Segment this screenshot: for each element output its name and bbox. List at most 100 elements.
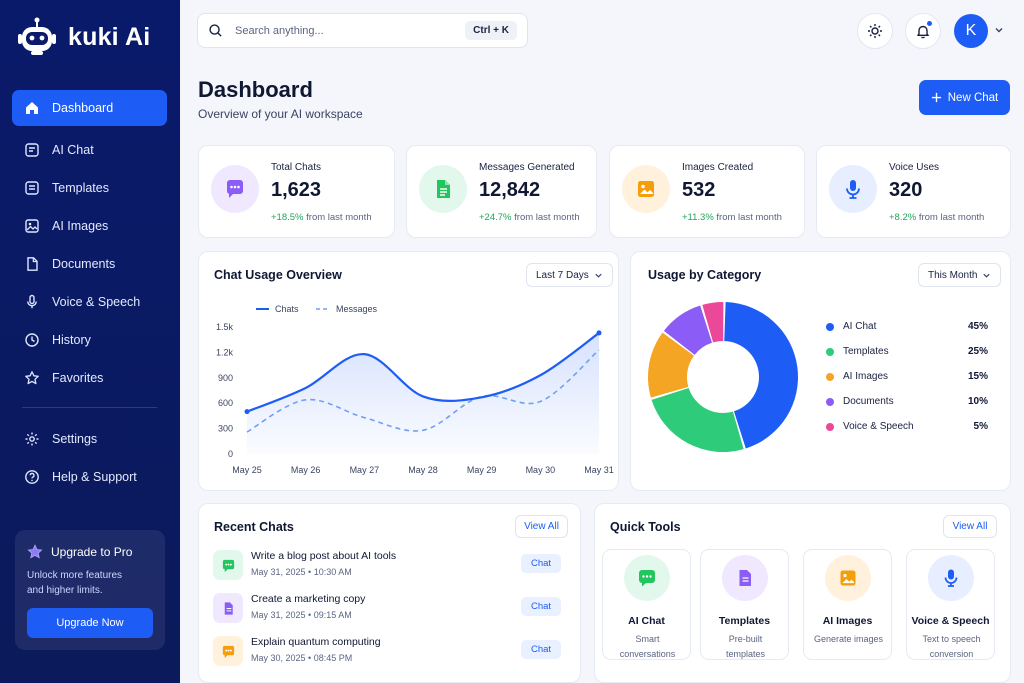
notifications-button[interactable] (905, 13, 941, 49)
recent-chats-view-all-button[interactable]: View All (515, 515, 568, 538)
legend-percent: 10% (967, 396, 988, 407)
category-card: Usage by Category This Month AI Chat 45% T… (630, 251, 1011, 491)
legend-percent: 15% (967, 371, 988, 382)
theme-toggle-button[interactable] (857, 13, 893, 49)
quick-tool-ai-images[interactable]: AI Images Generate images (803, 549, 892, 660)
sidebar-item-ai-images[interactable]: AI Images (12, 209, 167, 243)
brand[interactable]: kuki Ai (16, 16, 150, 58)
tool-description: Smart conversations (619, 634, 676, 659)
sidebar-item-voice-speech[interactable]: Voice & Speech (12, 285, 167, 319)
sidebar-item-label: Templates (52, 181, 109, 195)
stat-delta-text: from last month (511, 212, 580, 223)
image-icon (638, 181, 654, 197)
chat-title: Explain quantum computing (251, 636, 381, 648)
brand-name: kuki Ai (68, 22, 151, 51)
category-title: Usage by Category (648, 268, 762, 282)
tool-description: Generate images (813, 634, 884, 644)
stat-icon-wrap (211, 165, 259, 213)
sidebar-item-history[interactable]: History (12, 323, 167, 357)
sidebar: kuki Ai Dashboard AI Chat Templates AI I… (0, 0, 180, 683)
upgrade-now-button[interactable]: Upgrade Now (27, 608, 153, 638)
chevron-down-icon[interactable] (993, 24, 1005, 36)
stat-icon-wrap (419, 165, 467, 213)
quick-tools-title: Quick Tools (610, 520, 681, 534)
chat-icon-wrap (213, 636, 243, 666)
x-tick-label: May 25 (232, 465, 262, 475)
legend-item: Documents (826, 396, 894, 407)
recent-chat-item[interactable]: Create a marketing copy May 31, 2025 • 0… (213, 591, 565, 627)
chat-badge[interactable]: Chat (521, 554, 561, 573)
stat-card-total-chats: Total Chats 1,623 +18.5% from last month (198, 145, 395, 238)
legend-item: Templates (826, 346, 889, 357)
quick-tool-templates[interactable]: Templates Pre-built templates (700, 549, 789, 660)
sidebar-nav: Dashboard AI Chat Templates AI Images Do… (12, 90, 167, 498)
quick-tool-voice-speech[interactable]: Voice & Speech Text to speech conversion (906, 549, 995, 660)
quick-tools-view-all-button[interactable]: View All (943, 515, 997, 538)
donut-slice-documents (663, 305, 713, 355)
legend-label: Voice & Speech (843, 421, 914, 432)
y-tick-label: 0 (228, 449, 233, 459)
data-point-chats (244, 409, 250, 415)
legend-label: AI Images (843, 371, 889, 382)
image-icon (840, 570, 856, 586)
tool-icon-wrap (825, 555, 871, 601)
tool-name: Templates (718, 615, 771, 627)
chevron-down-icon (983, 273, 991, 278)
chat-badge[interactable]: Chat (521, 640, 561, 659)
quick-tool-ai-chat[interactable]: AI Chat Smart conversations (602, 549, 691, 660)
plus-icon (931, 92, 941, 103)
category-range-select[interactable]: This Month (918, 263, 1002, 287)
chat-usage-range-select[interactable]: Last 7 Days (526, 263, 613, 287)
document-icon (739, 570, 751, 586)
stat-value: 320 (889, 179, 923, 201)
stat-delta: +8.2% from last month (889, 212, 984, 223)
chat-title: Write a blog post about AI tools (251, 550, 397, 562)
robot-logo-icon (18, 17, 56, 55)
x-tick-label: May 27 (350, 465, 380, 475)
search-input[interactable]: Search anything... (235, 24, 324, 37)
sidebar-item-documents[interactable]: Documents (12, 247, 167, 281)
tool-icon-wrap (722, 555, 768, 601)
legend-label: AI Chat (843, 321, 877, 332)
tool-name: AI Chat (628, 615, 665, 627)
image-icon (25, 219, 39, 233)
sidebar-item-label: Dashboard (52, 101, 114, 115)
stat-icon-wrap (622, 165, 670, 213)
recent-chat-item[interactable]: Write a blog post about AI tools May 31,… (213, 548, 565, 584)
chat-usage-card: Chat Usage Overview Last 7 Days 0 300 600 9… (198, 251, 619, 491)
sidebar-item-ai-chat[interactable]: AI Chat (12, 133, 167, 167)
sidebar-item-dashboard[interactable]: Dashboard (12, 90, 167, 126)
line-chart: 0 300 600 900 1.2k 1.5k May 25 May 26 May 27 May … (216, 304, 614, 475)
chat-icon-wrap (213, 593, 243, 623)
new-chat-button[interactable]: New Chat (919, 80, 1010, 115)
chat-bubble-icon (227, 180, 243, 198)
sidebar-item-label: Favorites (52, 371, 104, 385)
sidebar-item-label: AI Chat (52, 143, 94, 157)
stat-value: 1,623 (271, 179, 322, 201)
sidebar-item-templates[interactable]: Templates (12, 171, 167, 205)
avatar[interactable]: K (954, 14, 988, 48)
range-label: Last 7 Days (536, 269, 589, 281)
chat-bubble-icon (222, 645, 234, 658)
legend-dot (826, 372, 834, 381)
legend-item: AI Images (826, 371, 888, 382)
search-bar[interactable]: Search anything... Ctrl + K (197, 13, 528, 48)
star-icon (27, 544, 43, 559)
x-tick-label: May 29 (467, 465, 497, 475)
sidebar-item-label: AI Images (52, 219, 109, 233)
sidebar-item-help[interactable]: Help & Support (12, 460, 167, 494)
y-tick-label: 900 (218, 373, 233, 383)
legend-label: Documents (843, 396, 894, 407)
sidebar-item-settings[interactable]: Settings (12, 422, 167, 456)
chat-badge[interactable]: Chat (521, 597, 561, 616)
sidebar-item-label: Documents (52, 257, 116, 271)
microphone-icon (846, 180, 860, 199)
legend-dot (826, 397, 834, 406)
sidebar-item-favorites[interactable]: Favorites (12, 361, 167, 395)
recent-chat-item[interactable]: Explain quantum computing May 30, 2025 •… (213, 634, 565, 670)
range-label: This Month (928, 269, 978, 281)
recent-chats-title: Recent Chats (214, 520, 294, 534)
chat-usage-title: Chat Usage Overview (214, 268, 342, 282)
series-line-chats (246, 332, 600, 413)
search-icon (209, 24, 222, 37)
